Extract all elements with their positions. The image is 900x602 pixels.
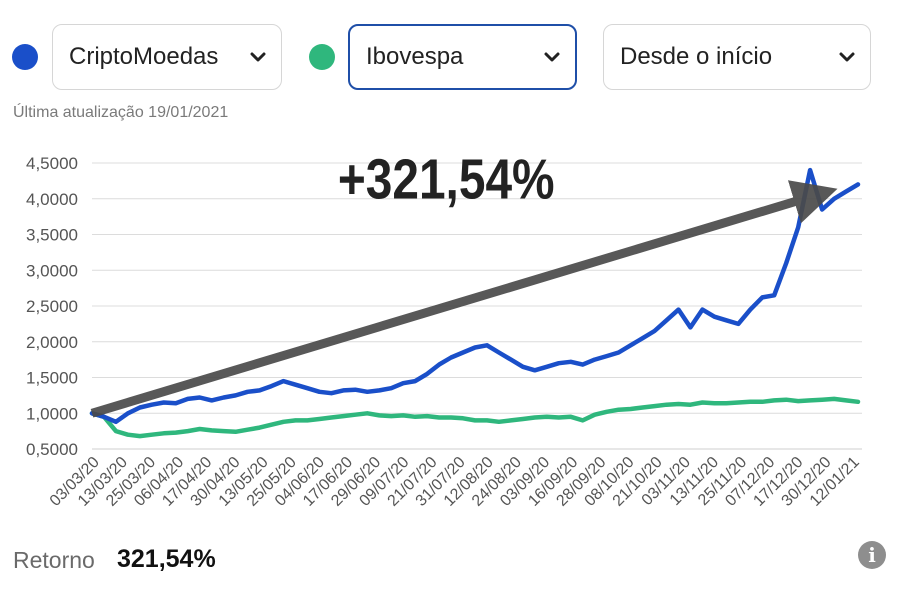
last-update-text: Última atualização 19/01/2021 xyxy=(13,104,229,121)
ibovespa-select[interactable]: Ibovespa xyxy=(348,24,577,90)
y-tick-label: 2,5000 xyxy=(26,297,78,316)
chart-annotation: +321,54% xyxy=(338,149,555,211)
y-tick-label: 3,0000 xyxy=(26,261,78,280)
info-icon[interactable]: i xyxy=(858,541,886,569)
cripto-select-label: CriptoMoedas xyxy=(69,43,219,70)
y-tick-label: 1,5000 xyxy=(26,369,78,388)
chevron-down-icon xyxy=(250,52,266,62)
return-label: Retorno xyxy=(13,547,95,573)
series-color-dot-cripto xyxy=(12,44,38,70)
y-tick-label: 4,5000 xyxy=(26,154,78,173)
return-value: 321,54% xyxy=(117,545,216,573)
ibovespa-select-label: Ibovespa xyxy=(366,43,464,70)
chevron-down-icon xyxy=(544,52,560,62)
y-tick-label: 0,5000 xyxy=(26,440,78,459)
series-color-dot-ibovespa xyxy=(309,44,335,70)
period-select[interactable]: Desde o início xyxy=(603,24,871,90)
chevron-down-icon xyxy=(839,52,855,62)
cripto-select[interactable]: CriptoMoedas xyxy=(52,24,282,90)
trend-arrow xyxy=(90,180,838,418)
series-line-criptomoedas xyxy=(89,167,861,425)
y-tick-label: 2,0000 xyxy=(26,333,78,352)
series-line-ibovespa xyxy=(89,396,861,439)
y-tick-label: 1,0000 xyxy=(26,404,78,423)
period-select-label: Desde o início xyxy=(620,43,773,70)
y-tick-label: 3,5000 xyxy=(26,226,78,245)
y-tick-label: 4,0000 xyxy=(26,190,78,209)
controls-bar: CriptoMoedas Ibovespa Desde o início xyxy=(0,0,900,100)
line-chart: 0,5000 1,0000 1,5000 2,0000 2,5000 3,0000 3,50… xyxy=(26,149,863,510)
